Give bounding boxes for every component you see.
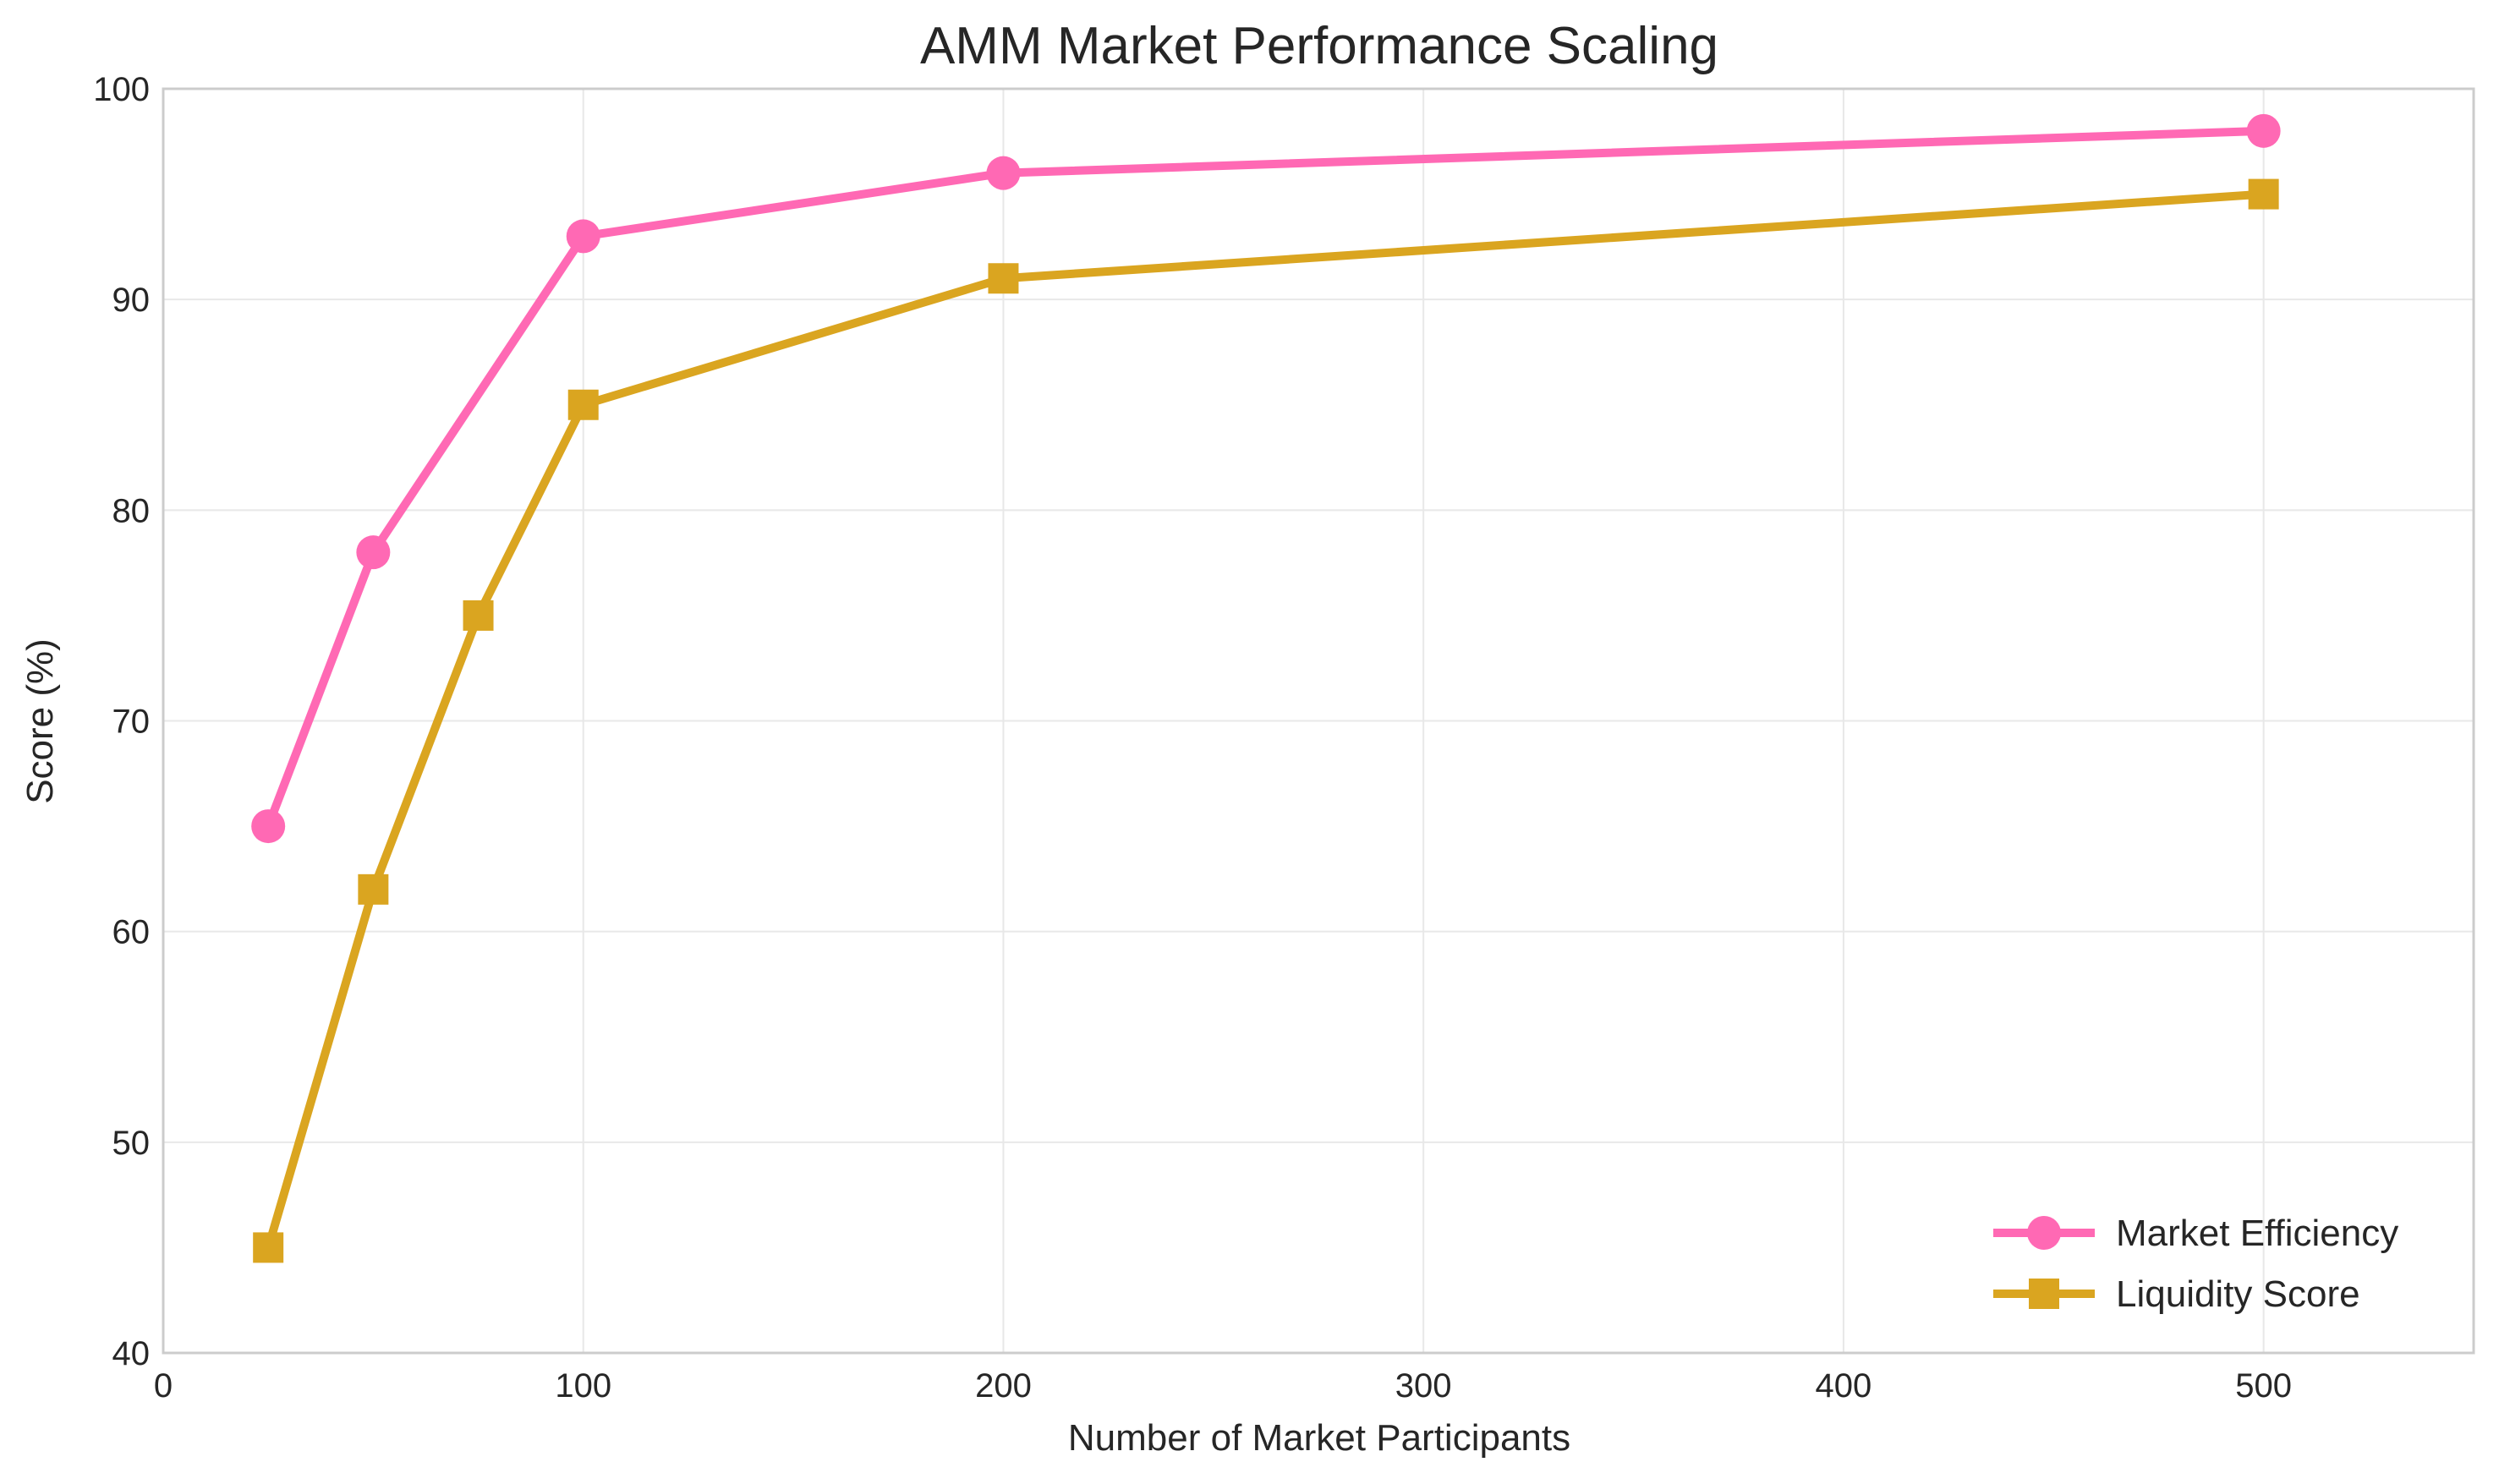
data-point — [986, 156, 1021, 190]
y-tick-label: 40 — [112, 1335, 151, 1372]
series-group — [251, 113, 2281, 1263]
data-point — [358, 873, 389, 905]
data-point — [251, 809, 286, 844]
y-tick-label: 60 — [112, 914, 151, 951]
data-point — [356, 535, 391, 570]
series-1 — [253, 178, 2279, 1263]
x-axis-label: Number of Market Participants — [1068, 1417, 1570, 1459]
data-point — [988, 263, 1019, 294]
x-tick-label: 200 — [975, 1367, 1032, 1405]
data-point — [567, 389, 599, 420]
series-0 — [251, 113, 2281, 844]
legend-label: Market Efficiency — [2116, 1213, 2398, 1254]
y-axis-ticks: 40 50 60 70 80 90 100 — [93, 71, 150, 1372]
x-axis-ticks: 0 100 200 300 400 500 — [154, 1367, 2292, 1405]
y-tick-label: 80 — [112, 492, 151, 529]
data-point — [566, 219, 600, 254]
x-tick-label: 300 — [1395, 1367, 1452, 1405]
y-tick-label: 50 — [112, 1125, 151, 1162]
y-tick-label: 100 — [93, 71, 150, 108]
x-tick-label: 0 — [154, 1367, 173, 1405]
plot-area-frame — [162, 87, 2475, 1355]
y-tick-label: 90 — [112, 282, 151, 319]
data-point — [463, 600, 494, 631]
data-point — [253, 1232, 284, 1263]
x-tick-label: 500 — [2235, 1367, 2292, 1405]
chart-title: AMM Market Performance Scaling — [920, 17, 1718, 75]
data-point — [2248, 178, 2279, 210]
legend-marker — [2029, 1279, 2059, 1309]
x-tick-label: 100 — [555, 1367, 611, 1405]
legend-label: Liquidity Score — [2116, 1273, 2360, 1315]
series-line — [264, 189, 2264, 1249]
data-point — [2246, 113, 2281, 148]
x-tick-label: 400 — [1816, 1367, 1872, 1405]
y-axis-label: Score (%) — [19, 638, 61, 804]
legend-marker — [2027, 1216, 2061, 1250]
legend: Market Efficiency Liquidity Score — [1993, 1213, 2398, 1315]
y-tick-label: 70 — [112, 704, 151, 741]
